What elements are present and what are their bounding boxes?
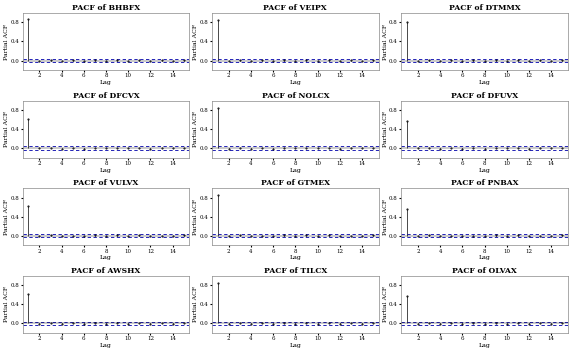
X-axis label: Lag: Lag (479, 168, 491, 172)
Title: PACF of OLVAX: PACF of OLVAX (452, 267, 517, 275)
Title: PACF of DFCVX: PACF of DFCVX (73, 92, 140, 100)
X-axis label: Lag: Lag (100, 80, 112, 85)
Title: PACF of GTMEX: PACF of GTMEX (261, 180, 330, 188)
Title: PACF of AWSHX: PACF of AWSHX (72, 267, 141, 275)
X-axis label: Lag: Lag (479, 80, 491, 85)
Title: PACF of PNBAX: PACF of PNBAX (451, 180, 518, 188)
X-axis label: Lag: Lag (100, 343, 112, 348)
Title: PACF of DTMMX: PACF of DTMMX (449, 4, 521, 12)
Y-axis label: Partial ACF: Partial ACF (193, 111, 198, 147)
Y-axis label: Partial ACF: Partial ACF (383, 24, 388, 59)
Title: PACF of VEIPX: PACF of VEIPX (264, 4, 327, 12)
Y-axis label: Partial ACF: Partial ACF (4, 199, 9, 235)
Y-axis label: Partial ACF: Partial ACF (193, 24, 198, 59)
Y-axis label: Partial ACF: Partial ACF (383, 287, 388, 322)
Y-axis label: Partial ACF: Partial ACF (383, 199, 388, 235)
X-axis label: Lag: Lag (479, 255, 491, 260)
Y-axis label: Partial ACF: Partial ACF (4, 24, 9, 59)
X-axis label: Lag: Lag (100, 255, 112, 260)
Title: PACF of DFUVX: PACF of DFUVX (451, 92, 518, 100)
Title: PACF of BHBFX: PACF of BHBFX (72, 4, 140, 12)
X-axis label: Lag: Lag (479, 343, 491, 348)
X-axis label: Lag: Lag (289, 80, 301, 85)
Y-axis label: Partial ACF: Partial ACF (383, 111, 388, 147)
Y-axis label: Partial ACF: Partial ACF (193, 199, 198, 235)
X-axis label: Lag: Lag (289, 168, 301, 172)
X-axis label: Lag: Lag (289, 255, 301, 260)
Title: PACF of VULVX: PACF of VULVX (73, 180, 138, 188)
X-axis label: Lag: Lag (100, 168, 112, 172)
Title: PACF of TILCX: PACF of TILCX (264, 267, 327, 275)
Y-axis label: Partial ACF: Partial ACF (4, 111, 9, 147)
Y-axis label: Partial ACF: Partial ACF (4, 287, 9, 322)
Title: PACF of NOLCX: PACF of NOLCX (261, 92, 329, 100)
X-axis label: Lag: Lag (289, 343, 301, 348)
Y-axis label: Partial ACF: Partial ACF (193, 287, 198, 322)
